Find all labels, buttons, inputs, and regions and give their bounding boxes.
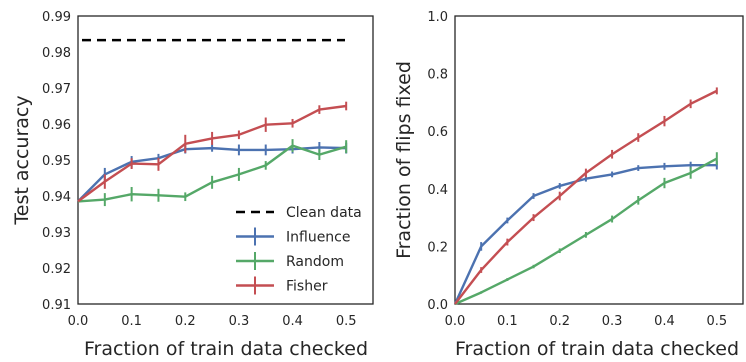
x-tick-label: 0.2	[175, 314, 196, 329]
y-tick-label: 0.2	[427, 240, 448, 255]
legend-label: Clean data	[286, 205, 362, 221]
legend-label: Fisher	[286, 279, 328, 295]
x-tick-label: 0.3	[602, 314, 623, 329]
y-tick-label: 0.99	[42, 10, 71, 25]
x-tick-label: 0.5	[336, 314, 357, 329]
series-line-influence	[77, 146, 347, 203]
x-axis-label: Fraction of train data checked	[455, 338, 739, 360]
y-tick-label: 0.95	[42, 154, 71, 169]
x-tick-label: 0.5	[706, 314, 727, 329]
y-tick-label: 0.0	[427, 298, 448, 313]
x-tick-label: 0.4	[282, 314, 303, 329]
y-axis-label: Test accuracy	[11, 95, 33, 225]
y-tick-label: 0.93	[42, 226, 71, 241]
y-tick-label: 0.4	[427, 183, 448, 198]
legend: Clean data Influence Random Fisher	[236, 205, 362, 295]
y-tick-label: 0.8	[427, 68, 448, 83]
legend-label: Random	[286, 254, 344, 270]
y-axis-label: Fraction of flips fixed	[393, 61, 415, 259]
y-tick-label: 0.92	[42, 262, 71, 277]
x-tick-label: 0.3	[229, 314, 250, 329]
y-tick-label: 0.97	[42, 82, 71, 97]
x-tick-label: 0.2	[549, 314, 570, 329]
y-tick-label: 0.94	[42, 190, 71, 205]
x-tick-label: 0.0	[68, 314, 89, 329]
plot-frame	[77, 15, 374, 305]
y-tick-label: 0.96	[42, 118, 71, 133]
x-tick-label: 0.1	[497, 314, 518, 329]
y-tick-label: 0.6	[427, 125, 448, 140]
flips-fixed-chart: Fraction of flips fixed Fraction of trai…	[393, 10, 744, 360]
y-tick-label: 0.91	[42, 298, 71, 313]
y-tick-label: 1.0	[427, 10, 448, 25]
x-tick-label: 0.4	[654, 314, 675, 329]
accuracy-chart: Test accuracy Fraction of train data che…	[11, 10, 374, 360]
plot-frame	[454, 15, 744, 305]
series-line-fisher	[454, 89, 718, 305]
x-tick-label: 0.1	[121, 314, 142, 329]
y-tick-label: 0.98	[42, 46, 71, 61]
x-tick-label: 0.0	[445, 314, 466, 329]
x-axis-label: Fraction of train data checked	[84, 338, 368, 360]
legend-label: Influence	[286, 230, 351, 246]
